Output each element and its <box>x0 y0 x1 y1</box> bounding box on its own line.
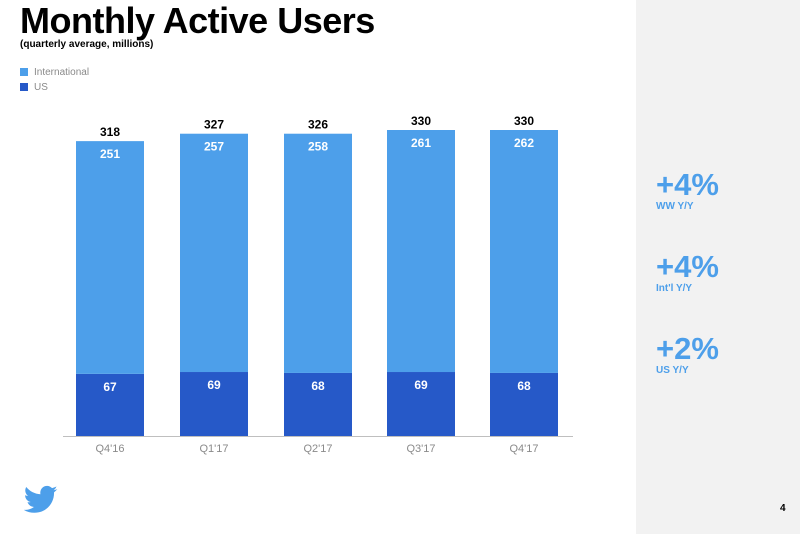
bar-us-3 <box>387 372 455 436</box>
legend-item-international: International <box>20 65 89 79</box>
legend-swatch-international <box>20 68 28 76</box>
data-label-international-1: 257 <box>204 140 224 154</box>
stat-intl-label: Int'l Y/Y <box>656 283 693 294</box>
data-label-total-1: 327 <box>204 118 224 132</box>
data-label-us-4: 68 <box>517 379 531 393</box>
yoy-growth-panel: +4% WW Y/Y +4% Int'l Y/Y +2% US Y/Y <box>636 0 800 534</box>
bar-us-0 <box>76 373 144 436</box>
chart-legend: International US <box>20 65 89 95</box>
legend-item-us: US <box>20 80 89 94</box>
legend-label-us: US <box>34 81 48 93</box>
stat-intl: +4% Int'l Y/Y <box>656 249 719 295</box>
x-tick-label-3: Q3'17 <box>406 443 435 455</box>
bar-international-3 <box>387 130 455 373</box>
data-label-us-3: 69 <box>414 378 428 392</box>
data-label-international-2: 258 <box>308 140 328 154</box>
stat-intl-value: +4% <box>656 249 719 284</box>
legend-swatch-us <box>20 83 28 91</box>
bar-us-1 <box>180 372 248 436</box>
bar-international-4 <box>490 130 558 373</box>
data-label-total-2: 326 <box>308 118 328 132</box>
stat-us-label: US Y/Y <box>656 365 689 376</box>
twitter-bird-icon <box>24 485 58 513</box>
data-label-international-4: 262 <box>514 136 534 150</box>
data-label-total-4: 330 <box>514 114 534 128</box>
x-tick-label-1: Q1'17 <box>199 443 228 455</box>
legend-label-international: International <box>34 66 90 78</box>
stat-ww: +4% WW Y/Y <box>656 167 719 213</box>
bar-international-2 <box>284 133 352 373</box>
bar-international-0 <box>76 141 144 374</box>
page-title: Monthly Active Users <box>20 0 375 41</box>
stat-ww-value: +4% <box>656 167 719 202</box>
bar-us-4 <box>490 372 558 436</box>
data-label-us-0: 67 <box>103 380 117 394</box>
stat-ww-label: WW Y/Y <box>656 201 694 212</box>
data-label-us-1: 69 <box>207 378 221 392</box>
stat-us: +2% US Y/Y <box>656 331 719 377</box>
x-tick-label-0: Q4'16 <box>95 443 124 455</box>
page-number: 4 <box>780 503 786 514</box>
stacked-bar-chart: 67 251 318 Q4'16 69 257 327 Q1'17 68 258 326 Q2'17 6… <box>63 114 573 455</box>
data-label-total-0: 318 <box>100 125 120 139</box>
bar-international-1 <box>180 133 248 373</box>
page-subtitle: (quarterly average, millions) <box>20 39 154 50</box>
data-label-us-2: 68 <box>311 379 325 393</box>
data-label-total-3: 330 <box>411 114 431 128</box>
stat-us-value: +2% <box>656 331 719 366</box>
x-tick-label-2: Q2'17 <box>303 443 332 455</box>
bar-us-2 <box>284 372 352 436</box>
data-label-international-3: 261 <box>411 136 431 150</box>
x-tick-label-4: Q4'17 <box>509 443 538 455</box>
data-label-international-0: 251 <box>100 147 120 161</box>
